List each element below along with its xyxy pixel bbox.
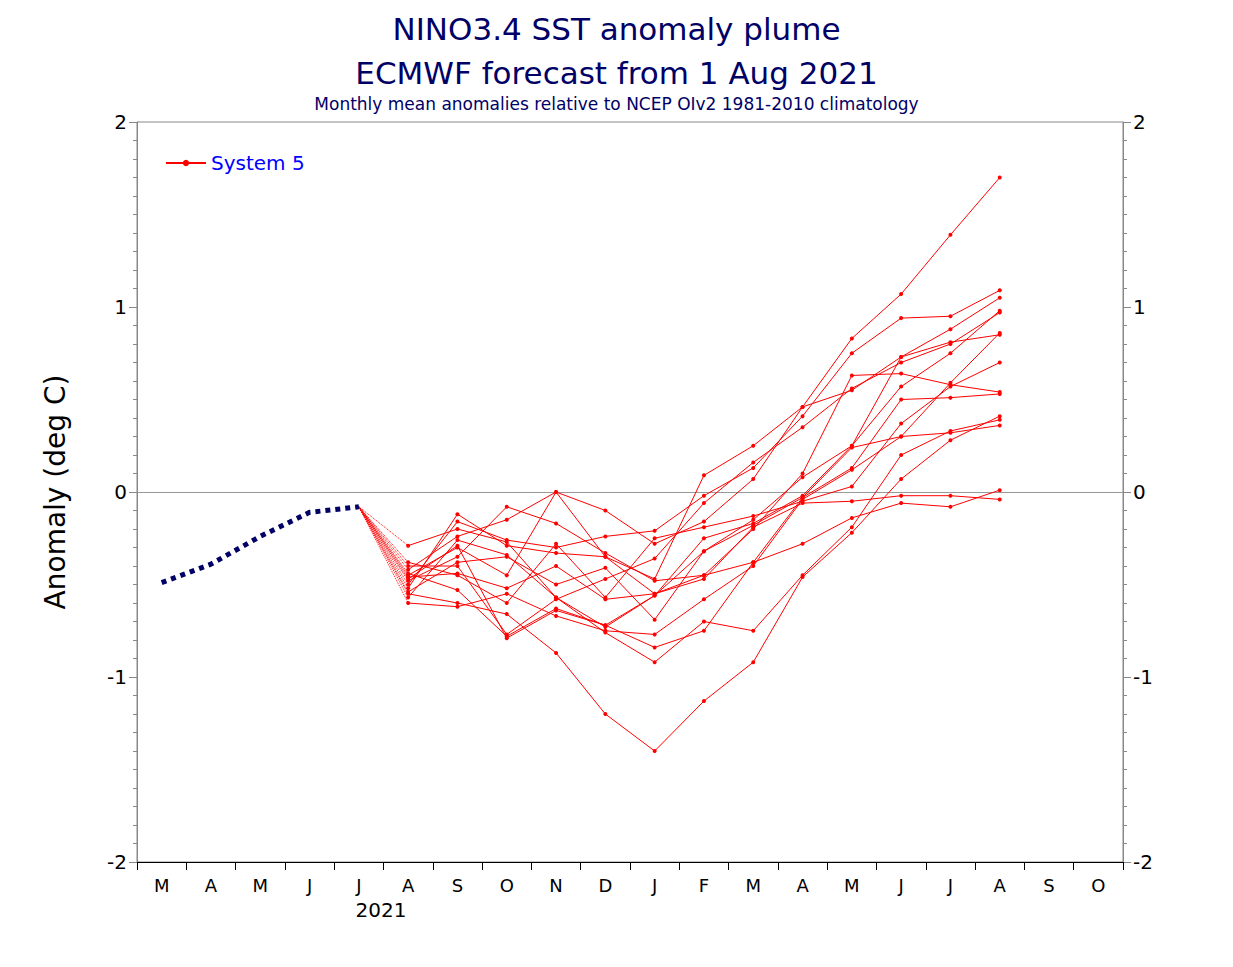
svg-text:-1: -1 [1133, 665, 1153, 689]
svg-text:O: O [1091, 875, 1105, 896]
svg-text:-2: -2 [1133, 850, 1153, 874]
svg-text:J: J [651, 875, 657, 896]
svg-text:0: 0 [1133, 480, 1146, 504]
svg-text:A: A [994, 875, 1007, 896]
svg-text:A: A [796, 875, 809, 896]
svg-text:M: M [745, 875, 761, 896]
svg-text:M: M [154, 875, 170, 896]
svg-text:2: 2 [114, 110, 127, 134]
svg-text:A: A [205, 875, 218, 896]
svg-text:S: S [452, 875, 463, 896]
svg-text:1: 1 [1133, 295, 1146, 319]
svg-text:M: M [844, 875, 860, 896]
svg-text:J: J [947, 875, 953, 896]
svg-text:J: J [897, 875, 903, 896]
svg-text:System 5: System 5 [211, 151, 305, 175]
svg-text:F: F [699, 875, 709, 896]
svg-text:-2: -2 [107, 850, 127, 874]
svg-text:Monthly mean anomalies relativ: Monthly mean anomalies relative to NCEP … [314, 94, 918, 114]
svg-text:Anomaly (deg C): Anomaly (deg C) [39, 375, 72, 610]
svg-text:S: S [1043, 875, 1054, 896]
svg-text:O: O [500, 875, 514, 896]
svg-text:2: 2 [1133, 110, 1146, 134]
svg-text:1: 1 [114, 295, 127, 319]
svg-text:M: M [252, 875, 268, 896]
svg-text:-1: -1 [107, 665, 127, 689]
svg-text:ECMWF forecast from 1 Aug 2021: ECMWF forecast from 1 Aug 2021 [355, 55, 877, 91]
svg-text:D: D [598, 875, 612, 896]
svg-text:A: A [402, 875, 415, 896]
svg-text:N: N [549, 875, 562, 896]
svg-text:NINO3.4 SST anomaly plume: NINO3.4 SST anomaly plume [392, 11, 840, 47]
svg-text:J: J [355, 875, 361, 896]
svg-text:0: 0 [114, 480, 127, 504]
svg-text:J: J [306, 875, 312, 896]
svg-text:2021: 2021 [356, 898, 407, 922]
